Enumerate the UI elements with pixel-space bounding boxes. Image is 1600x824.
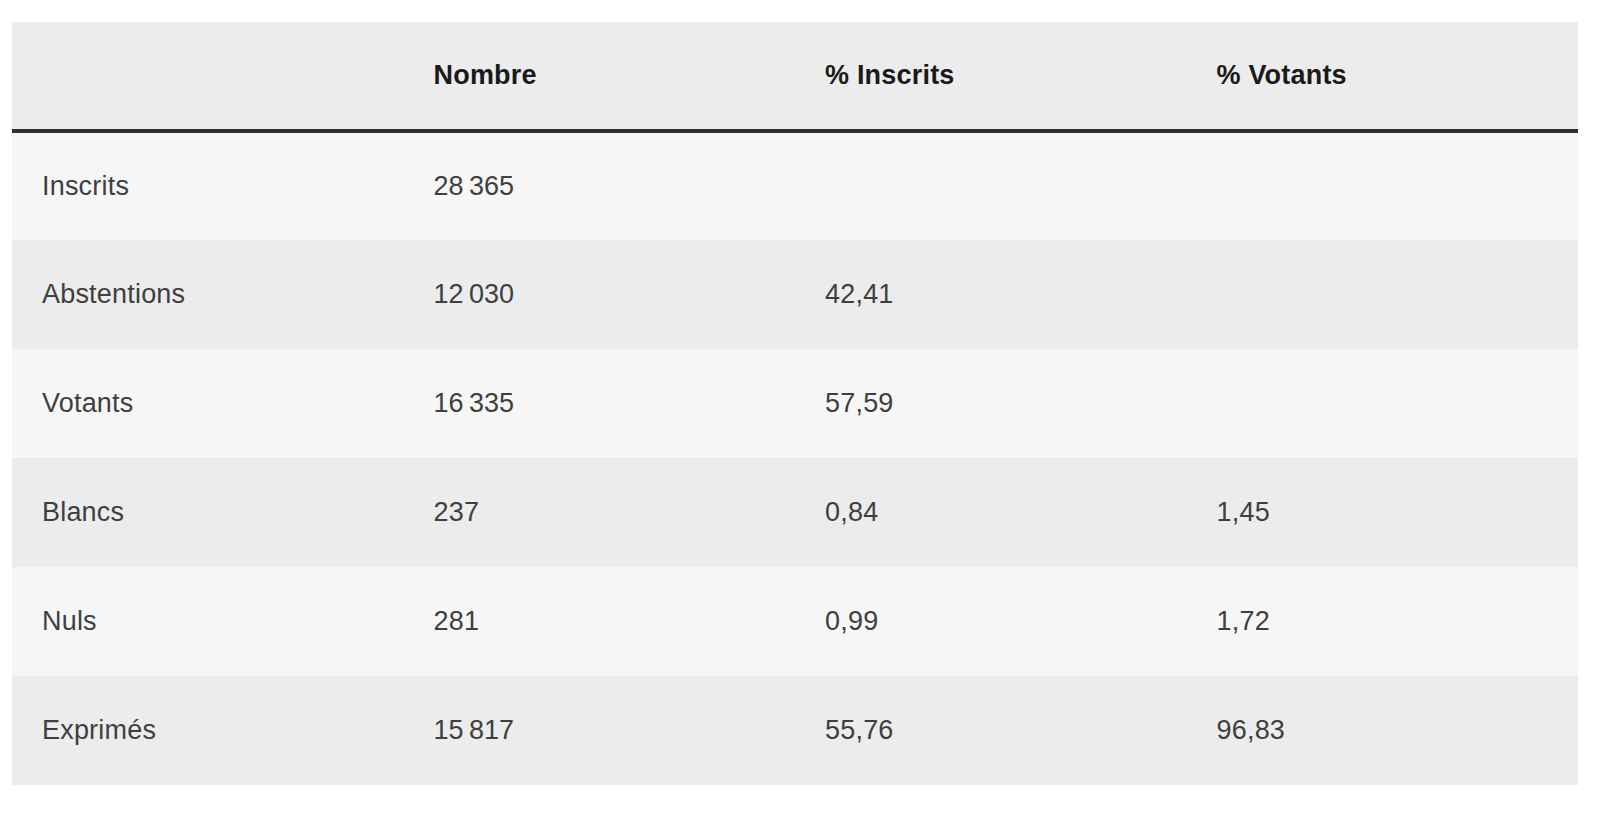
participation-table: Nombre% Inscrits% Votants Inscrits28 365…	[12, 22, 1578, 785]
header-cell-pct-votants: % Votants	[1187, 22, 1579, 131]
table-body: Inscrits28 365Abstentions12 03042,41Vota…	[12, 131, 1578, 785]
table-row: Inscrits28 365	[12, 131, 1578, 240]
cell-nombre: 16 335	[404, 349, 796, 458]
cell-pct-votants	[1187, 349, 1579, 458]
cell-pct-inscrits: 0,84	[795, 458, 1187, 567]
cell-pct-votants	[1187, 240, 1579, 349]
row-label: Exprimés	[12, 676, 404, 785]
cell-pct-inscrits: 0,99	[795, 567, 1187, 676]
header-cell-pct-inscrits: % Inscrits	[795, 22, 1187, 131]
cell-pct-inscrits: 42,41	[795, 240, 1187, 349]
header-row: Nombre% Inscrits% Votants	[12, 22, 1578, 131]
row-label: Votants	[12, 349, 404, 458]
table-row: Abstentions12 03042,41	[12, 240, 1578, 349]
header-cell-nombre: Nombre	[404, 22, 796, 131]
table-row: Votants16 33557,59	[12, 349, 1578, 458]
table-row: Blancs2370,841,45	[12, 458, 1578, 567]
cell-nombre: 12 030	[404, 240, 796, 349]
cell-nombre: 281	[404, 567, 796, 676]
cell-pct-inscrits: 57,59	[795, 349, 1187, 458]
cell-pct-votants: 1,45	[1187, 458, 1579, 567]
row-label: Abstentions	[12, 240, 404, 349]
table-row: Nuls2810,991,72	[12, 567, 1578, 676]
cell-pct-votants	[1187, 131, 1579, 240]
cell-pct-votants: 96,83	[1187, 676, 1579, 785]
cell-pct-inscrits	[795, 131, 1187, 240]
cell-pct-inscrits: 55,76	[795, 676, 1187, 785]
cell-pct-votants: 1,72	[1187, 567, 1579, 676]
row-label: Nuls	[12, 567, 404, 676]
table-header: Nombre% Inscrits% Votants	[12, 22, 1578, 131]
cell-nombre: 28 365	[404, 131, 796, 240]
participation-table-wrap: Nombre% Inscrits% Votants Inscrits28 365…	[12, 22, 1578, 785]
cell-nombre: 237	[404, 458, 796, 567]
header-cell-row-label	[12, 22, 404, 131]
cell-nombre: 15 817	[404, 676, 796, 785]
row-label: Blancs	[12, 458, 404, 567]
row-label: Inscrits	[12, 131, 404, 240]
table-row: Exprimés15 81755,7696,83	[12, 676, 1578, 785]
